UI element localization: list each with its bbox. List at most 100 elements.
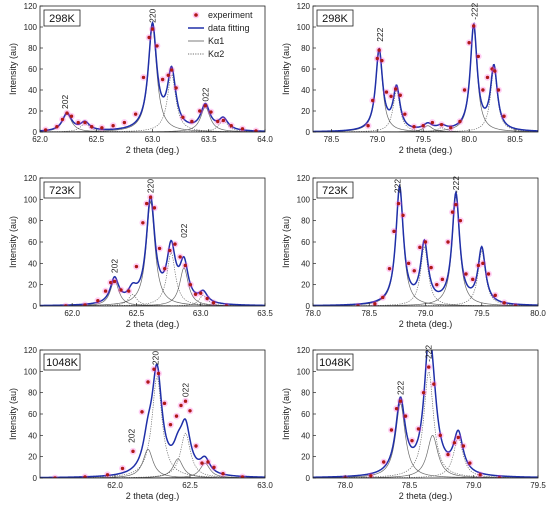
- y-tick-label: 100: [297, 23, 311, 32]
- fit-curve: [313, 22, 538, 132]
- y-tick-label: 60: [28, 65, 37, 74]
- y-tick-label: 100: [24, 195, 38, 204]
- experiment-point: [412, 125, 416, 129]
- experiment-point: [430, 120, 435, 125]
- temperature-label: 1048K: [46, 357, 78, 369]
- experiment-point: [381, 295, 385, 300]
- y-tick-label: 60: [28, 238, 37, 247]
- y-tick-label: 80: [301, 217, 310, 226]
- peak-label: 220: [146, 179, 156, 193]
- experiment-point: [452, 441, 457, 445]
- y-tick-label: 100: [24, 23, 38, 32]
- y-tick-label: 20: [301, 281, 310, 290]
- experiment-point: [122, 120, 127, 125]
- experiment-point: [382, 460, 386, 464]
- x-tick-label: 63.0: [193, 309, 209, 318]
- experiment-point: [64, 304, 68, 306]
- experiment-point: [421, 390, 426, 395]
- experiment-point: [406, 261, 411, 266]
- y-tick-label: 120: [24, 2, 38, 11]
- experiment-point: [162, 401, 167, 406]
- y-tick-label: 40: [301, 86, 310, 95]
- component-curve-6: [40, 120, 265, 132]
- experiment-point: [380, 58, 384, 63]
- chart-panel-b: 78.5 79.0 79.5 80.0 80.5 0 20 40 60 80 100 120 2 the…: [281, 2, 539, 155]
- experiment-point: [392, 229, 396, 234]
- experiment-point: [366, 124, 370, 128]
- peak-label: 202: [110, 259, 120, 273]
- experiment-point: [403, 414, 408, 418]
- experiment-point: [100, 126, 104, 130]
- experiment-point: [194, 444, 198, 448]
- experiment-point: [456, 435, 460, 440]
- experiment-point: [166, 73, 170, 78]
- experiment-point: [169, 68, 174, 72]
- experiment-point: [203, 104, 208, 108]
- x-tick-label: 62.5: [182, 481, 198, 490]
- x-tick-label: 64.0: [257, 135, 273, 144]
- chart-panel-a: 62.0 62.5 63.0 63.5 64.0 0 20 40 60 80 100 120 2 the…: [8, 2, 273, 155]
- experiment-point: [199, 291, 203, 295]
- x-axis-title: 2 theta (deg.): [399, 491, 453, 501]
- experiment-point: [446, 240, 450, 244]
- temperature-label: 723K: [322, 185, 348, 197]
- experiment-point: [493, 69, 497, 73]
- x-tick-label: 80.5: [507, 135, 523, 144]
- experiment-point: [96, 298, 100, 303]
- experiment-point: [212, 465, 216, 470]
- experiment-point: [168, 248, 172, 253]
- x-tick-label: 63.5: [257, 309, 273, 318]
- y-tick-label: 0: [33, 128, 38, 137]
- y-tick-label: 80: [28, 389, 37, 398]
- temperature-box: [316, 181, 354, 199]
- y-tick-label: 120: [24, 346, 38, 355]
- experiment-point: [141, 221, 145, 225]
- y-tick-label: 20: [28, 453, 37, 462]
- experiment-point: [370, 98, 375, 103]
- x-tick-label: 80.0: [530, 309, 546, 318]
- y-tick-label: 60: [301, 238, 310, 247]
- legend-ka1-label: Kα1: [208, 36, 224, 46]
- experiment-point: [55, 125, 59, 129]
- experiment-point: [427, 365, 431, 369]
- experiment-point: [429, 265, 433, 270]
- x-tick-label: 62.0: [64, 309, 80, 318]
- y-tick-label: 40: [28, 86, 37, 95]
- x-tick-label: 78.5: [402, 481, 418, 490]
- experiment-point: [112, 279, 117, 284]
- temperature-label: 298K: [49, 13, 75, 25]
- experiment-point: [155, 44, 159, 48]
- peak-label: 202: [60, 95, 70, 109]
- temperature-box: [316, 9, 354, 27]
- y-axis-title: Intensity (au): [8, 388, 18, 440]
- experiment-point: [373, 302, 377, 306]
- x-tick-label: 62.5: [88, 135, 104, 144]
- legend-fit-label: data fitting: [208, 23, 250, 33]
- experiment-point: [216, 119, 220, 124]
- experiment-point: [147, 35, 151, 40]
- experiment-point: [160, 77, 165, 82]
- x-tick-label: 78.0: [337, 481, 353, 490]
- y-tick-label: 0: [306, 474, 311, 483]
- fit-curve: [313, 183, 538, 306]
- experiment-point: [119, 288, 123, 292]
- experiment-point: [421, 124, 425, 128]
- x-tick-label: 80.0: [461, 135, 477, 144]
- experiment-point: [146, 380, 150, 384]
- peak-label: -222: [424, 345, 434, 362]
- fit-curve: [40, 363, 265, 478]
- experiment-point: [486, 272, 491, 276]
- y-tick-label: 60: [28, 410, 37, 419]
- experiment-point: [254, 129, 258, 132]
- peak-label: 022: [181, 383, 191, 397]
- experiment-point: [490, 67, 494, 71]
- experiment-point: [240, 127, 245, 131]
- experiment-point: [377, 48, 381, 52]
- experiment-point: [369, 474, 373, 478]
- experiment-point: [188, 282, 193, 287]
- experiment-point: [439, 122, 444, 127]
- component-curve-4: [313, 249, 538, 306]
- legend-experiment-label: experiment: [208, 10, 253, 20]
- experiment-point: [83, 120, 87, 125]
- x-tick-label: 62.0: [107, 481, 123, 490]
